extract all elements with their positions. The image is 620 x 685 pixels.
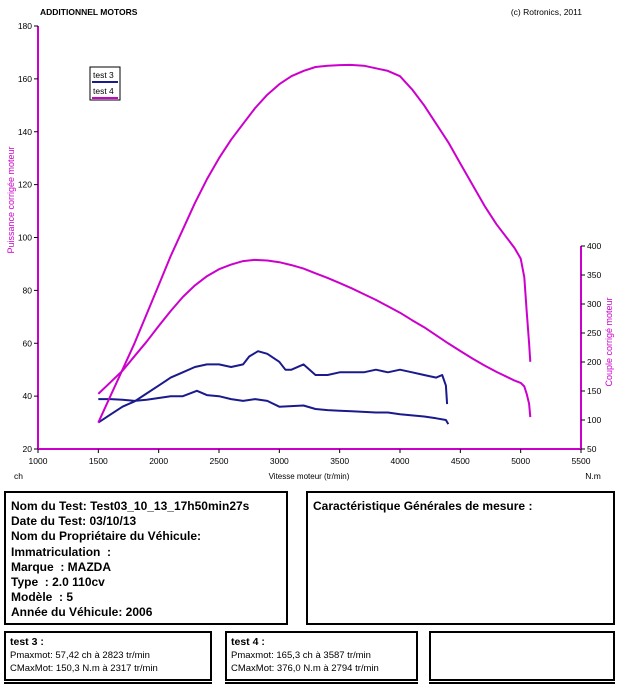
y-left-tick-label: 140 [18, 127, 32, 137]
result-title-test-3: test 3 : [10, 636, 44, 648]
y-right-tick-label: 100 [587, 415, 601, 425]
y-left-tick-label: 100 [18, 233, 32, 243]
copyright-text: (c) Rotronics, 2011 [511, 7, 582, 17]
vehicle-info-panel: Nom du Test: Test03_10_13_17h50min27s Da… [4, 491, 288, 625]
x-tick-label: 4500 [451, 456, 470, 466]
y-left-tick-label: 160 [18, 74, 32, 84]
y-left-tick-label: 60 [23, 338, 33, 348]
y-left-tick-label: 40 [23, 391, 33, 401]
legend-label-test-3: test 3 [93, 70, 114, 80]
result-pmax-test-4: Pmaxmot: 165,3 ch à 3587 tr/min [231, 650, 371, 661]
y-left-tick-label: 120 [18, 180, 32, 190]
series-layer [97, 63, 532, 425]
registration-line: Immatriculation : [11, 544, 112, 559]
x-unit-left: ch [14, 471, 23, 481]
x-tick-label: 5500 [572, 456, 591, 466]
model-line: Modèle : 5 [11, 590, 74, 605]
series-line-test-3-torque [98, 389, 450, 425]
y-left-tick-label: 180 [18, 21, 32, 31]
x-tick-label: 5000 [511, 456, 530, 466]
x-axis-title: Vitesse moteur (tr/min) [269, 472, 350, 481]
x-tick-label: 4000 [391, 456, 410, 466]
y-right-tick-label: 400 [587, 241, 601, 251]
brand-line: Marque : MAZDA [11, 559, 111, 574]
result-pmax-test-3: Pmaxmot: 57,42 ch à 2823 tr/min [10, 650, 150, 661]
y-left-tick-label: 20 [23, 444, 33, 454]
measurement-characteristics-panel: Caractéristique Générales de mesure : [306, 491, 615, 625]
result-cmax-test-3: CMaxMot: 150,3 N.m à 2317 tr/min [10, 663, 158, 674]
dyno-chart: ADDITIONNEL MOTORS (c) Rotronics, 2011 P… [6, 7, 614, 481]
x-tick-label: 1500 [89, 456, 108, 466]
axes-layer: 1000 1500 2000 2500 3000 3500 4000 4500 5000 5500… [18, 21, 602, 466]
x-tick-label: 3500 [330, 456, 349, 466]
y-right-tick-label: 350 [587, 270, 601, 280]
x-tick-label: 2000 [149, 456, 168, 466]
result-box-test-3: test 3 : Pmaxmot: 57,42 ch à 2823 tr/min… [4, 631, 212, 681]
bottom-rule-right [429, 682, 615, 684]
y-left-tick-label: 80 [23, 285, 33, 295]
result-box-test-4: test 4 : Pmaxmot: 165,3 ch à 3587 tr/min… [225, 631, 418, 681]
year-line: Année du Véhicule: 2006 [11, 605, 153, 620]
test-date-line: Date du Test: 03/10/13 [11, 514, 137, 529]
y-right-tick-label: 150 [587, 386, 601, 396]
y-axis-left-title: Puissance corrigée moteur [6, 146, 16, 253]
type-line: Type : 2.0 110cv [11, 575, 105, 590]
result-box-empty [429, 631, 615, 681]
bottom-rule-mid [225, 682, 418, 684]
x-unit-right: N.m [585, 471, 601, 481]
measurement-characteristics-title: Caractéristique Générales de mesure : [313, 499, 533, 513]
legend-label-test-4: test 4 [93, 86, 114, 96]
result-cmax-test-4: CMaxMot: 376,0 N.m à 2794 tr/min [231, 663, 379, 674]
y-right-tick-label: 250 [587, 328, 601, 338]
y-right-tick-label: 50 [587, 444, 597, 454]
result-title-test-4: test 4 : [231, 636, 265, 648]
x-tick-label: 1000 [29, 456, 48, 466]
test-name-line: Nom du Test: Test03_10_13_17h50min27s [11, 499, 250, 513]
x-tick-label: 3000 [270, 456, 289, 466]
owner-line: Nom du Propriétaire du Véhicule: [11, 529, 202, 544]
series-line-test-4-power [97, 63, 532, 424]
chart-svg: ADDITIONNEL MOTORS (c) Rotronics, 2011 P… [6, 7, 614, 481]
y-axis-right-title: Couple corrigé moteur [604, 297, 614, 386]
series-line-test-4-torque [97, 258, 532, 418]
bottom-rule-left [4, 682, 212, 684]
series-line-test-3-power [97, 350, 449, 424]
legend: test 3 test 4 [89, 66, 121, 101]
y-right-tick-label: 200 [587, 357, 601, 367]
company-name: ADDITIONNEL MOTORS [40, 7, 138, 17]
x-tick-label: 2500 [210, 456, 229, 466]
y-right-tick-label: 300 [587, 299, 601, 309]
